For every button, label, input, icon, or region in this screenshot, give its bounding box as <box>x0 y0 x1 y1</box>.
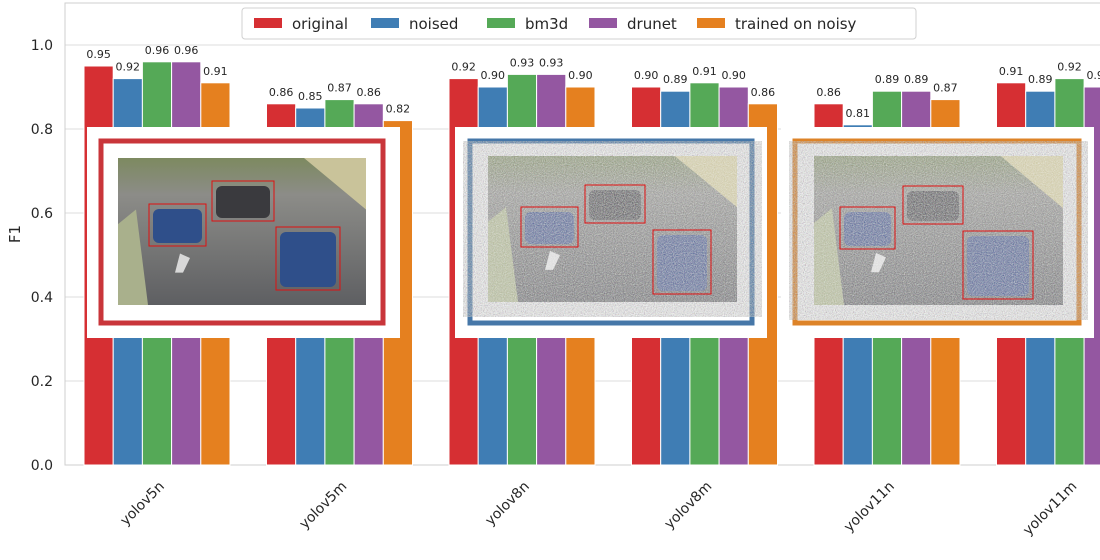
car <box>280 232 336 287</box>
detection-box <box>275 226 341 291</box>
legend-swatch <box>254 18 282 28</box>
inset-image-original <box>87 127 400 338</box>
data-label: 0.90 <box>568 69 593 82</box>
road-photo <box>488 156 737 302</box>
data-label: 0.89 <box>875 73 900 86</box>
legend-label: original <box>292 15 348 33</box>
car <box>967 236 1029 296</box>
x-tick-label: yolov11m <box>1020 479 1080 539</box>
y-tick-label: 0.6 <box>31 206 53 222</box>
data-label: 0.81 <box>846 107 871 120</box>
car <box>907 191 959 221</box>
data-label: 0.92 <box>451 61 476 74</box>
data-label: 0.93 <box>539 56 564 69</box>
data-label: 0.85 <box>298 90 323 103</box>
car <box>216 186 270 218</box>
detection-box <box>211 180 275 222</box>
data-label: 0.90 <box>634 69 659 82</box>
sidewalk <box>1000 156 1063 209</box>
x-tick-label: yolov5n <box>117 479 167 529</box>
legend-label: drunet <box>627 15 677 33</box>
data-label: 0.93 <box>510 56 535 69</box>
car <box>589 190 641 220</box>
data-label: 0.89 <box>663 73 688 86</box>
legend-item-drunet: drunet <box>589 15 677 33</box>
detection-box <box>520 206 579 248</box>
y-tick-label: 0.8 <box>31 122 53 138</box>
data-label: 0.91 <box>203 65 228 78</box>
legend-label: trained on noisy <box>735 15 857 33</box>
road-arrow <box>175 253 190 273</box>
sidewalk <box>674 156 737 208</box>
data-label: 0.95 <box>86 48 111 61</box>
legend-item-original: original <box>254 15 348 33</box>
detection-box <box>148 203 207 247</box>
legend-swatch <box>487 18 515 28</box>
y-tick-label: 1.0 <box>31 38 53 54</box>
curb <box>814 208 844 305</box>
data-label: 0.90 <box>481 69 506 82</box>
data-label: 0.91 <box>692 65 717 78</box>
x-tick-label: yolov8m <box>661 479 715 533</box>
detection-box <box>839 206 896 250</box>
car <box>657 235 707 291</box>
inset-border <box>792 138 1082 326</box>
data-label: 0.92 <box>1057 61 1082 74</box>
legend-swatch <box>371 18 399 28</box>
detection-box <box>902 185 964 225</box>
data-label: 0.90 <box>1086 69 1100 82</box>
legend-label: noised <box>409 15 458 33</box>
y-axis-label: F1 <box>6 225 24 243</box>
legend-item-trained-on-noisy: trained on noisy <box>697 15 857 33</box>
curb <box>488 207 518 302</box>
data-label: 0.89 <box>904 73 929 86</box>
data-label: 0.86 <box>751 86 776 99</box>
inset-border <box>98 138 386 326</box>
inset-image-noised <box>455 127 767 338</box>
data-label: 0.90 <box>721 69 746 82</box>
legend-item-noised: noised <box>371 15 458 33</box>
data-label: 0.87 <box>327 82 352 95</box>
inset-image-trained-on-noisy <box>781 127 1094 338</box>
data-label: 0.96 <box>145 44 170 57</box>
road-arrow <box>871 252 886 273</box>
data-label: 0.87 <box>933 82 958 95</box>
y-tick-label: 0.2 <box>31 374 53 390</box>
curb <box>118 209 148 305</box>
y-tick-label: 0.4 <box>31 290 53 306</box>
road-arrow <box>545 250 560 270</box>
inset-border <box>467 138 755 326</box>
x-tick-label: yolov5m <box>296 479 350 533</box>
data-label: 0.89 <box>1028 73 1053 86</box>
y-tick-label: 0.0 <box>31 458 53 474</box>
data-label: 0.82 <box>386 103 411 116</box>
sidewalk <box>304 158 366 210</box>
legend-box <box>241 7 917 40</box>
data-label: 0.92 <box>116 61 141 74</box>
legend-swatch <box>589 18 617 28</box>
x-tick-label: yolov11n <box>841 479 898 536</box>
detection-box <box>584 184 646 224</box>
road-photo <box>118 158 366 305</box>
detection-box <box>962 230 1034 300</box>
legend-label: bm3d <box>525 15 568 33</box>
legend-swatch <box>697 18 725 28</box>
legend-item-bm3d: bm3d <box>487 15 568 33</box>
x-tick-label: yolov8n <box>482 479 532 529</box>
data-label: 0.91 <box>999 65 1024 78</box>
data-label: 0.86 <box>269 86 294 99</box>
detection-box <box>652 229 712 295</box>
car <box>844 212 891 246</box>
car <box>525 212 574 244</box>
data-label: 0.86 <box>816 86 841 99</box>
data-label: 0.86 <box>356 86 381 99</box>
legend: original noised bm3d drunet trained on noisy <box>241 7 917 40</box>
car <box>153 209 202 243</box>
data-label: 0.96 <box>174 44 199 57</box>
